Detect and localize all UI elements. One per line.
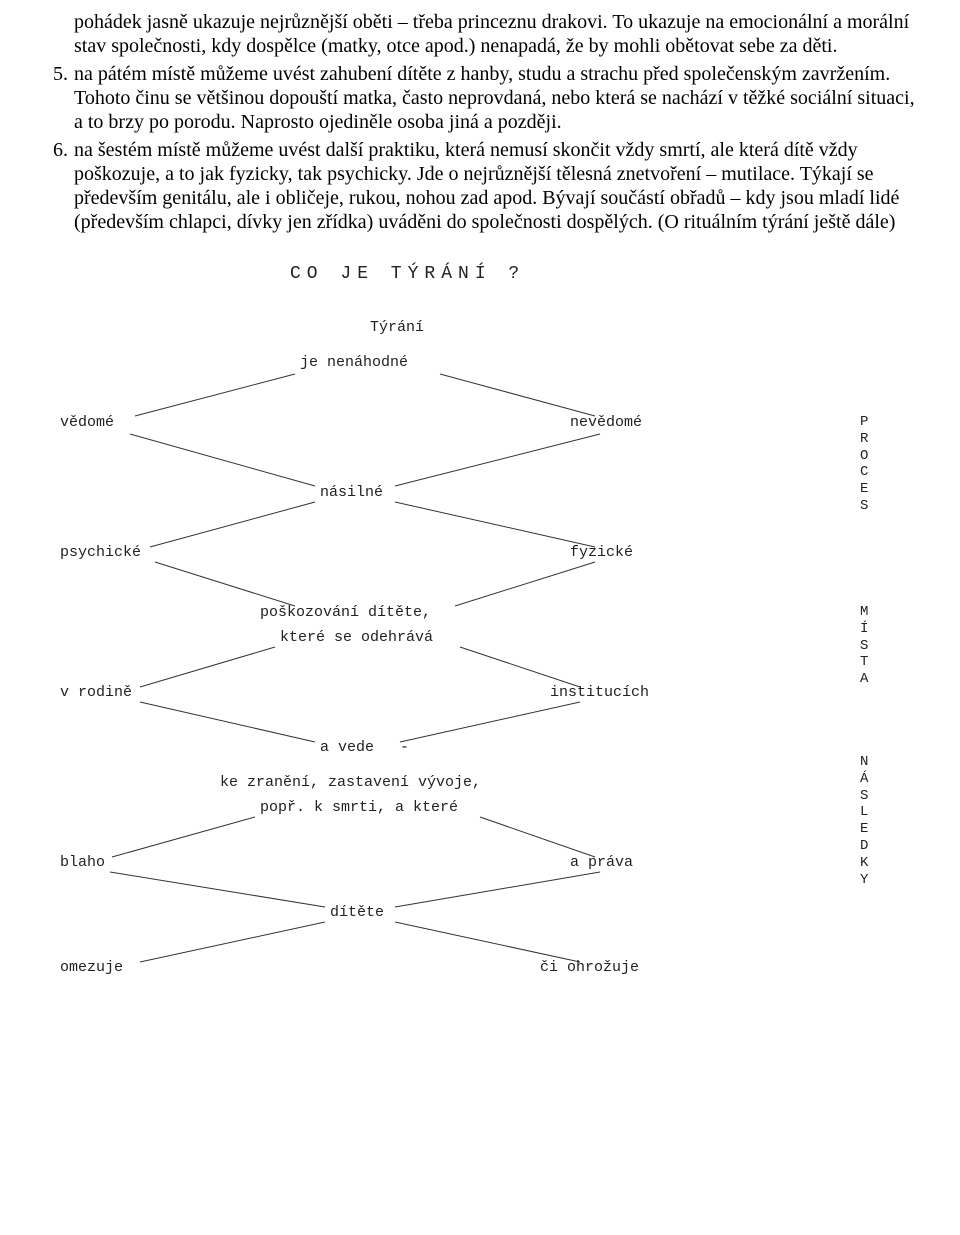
diagram-node-ohrozuje: či ohrožuje [540,959,639,976]
diagram-side-label-mista: MÍSTA [860,604,868,688]
diagram-node-zraneni: ke zranění, zastavení vývoje, [220,774,481,791]
list-body-5: na pátém místě můžeme uvést zahubení dít… [74,62,920,134]
intro-paragraph: pohádek jasně ukazuje nejrůznější oběti … [40,10,920,58]
page: pohádek jasně ukazuje nejrůznější oběti … [0,0,960,1024]
diagram-node-vedome: vědomé [60,414,114,431]
diagram-side-label-proces: PROCES [860,414,868,515]
diagram-node-vede_dash: - [400,739,409,756]
diagram-node-odehrava: které se odehrává [280,629,433,646]
diagram-node-omezuje: omezuje [60,959,123,976]
list-item-6: 6. na šestém místě můžeme uvést další pr… [40,138,920,234]
list-number-6: 6. [40,138,74,234]
diagram-node-psychicke: psychické [60,544,141,561]
diagram-co-je-tyrani: CO JE TÝRÁNÍ ? Týrání je nenáhodné vědomé ne… [40,264,920,984]
diagram-node-ditete: dítěte [330,904,384,921]
diagram-node-blaho: blaho [60,854,105,871]
diagram-node-vrodine: v rodině [60,684,132,701]
list-item-5: 5. na pátém místě můžeme uvést zahubení … [40,62,920,134]
diagram-node-instituce: institucích [550,684,649,701]
list-number-5: 5. [40,62,74,134]
diagram-side-label-nasledky: NÁSLEDKY [860,754,868,888]
diagram-node-smrt: popř. k smrti, a které [260,799,458,816]
diagram-edges [40,264,920,984]
diagram-node-aprava: a práva [570,854,633,871]
list-body-6: na šestém místě můžeme uvést další prakt… [74,138,920,234]
diagram-node-tyrani: Týrání [370,319,424,336]
diagram-node-poskozovani: poškozování dítěte, [260,604,431,621]
diagram-node-nevedome: nevědomé [570,414,642,431]
diagram-node-nasilne: násilné [320,484,383,501]
diagram-node-title: CO JE TÝRÁNÍ ? [290,264,525,284]
diagram-node-avede: a vede [320,739,374,756]
diagram-node-fyzicke: fyzické [570,544,633,561]
diagram-node-nenahodne: je nenáhodné [300,354,408,371]
